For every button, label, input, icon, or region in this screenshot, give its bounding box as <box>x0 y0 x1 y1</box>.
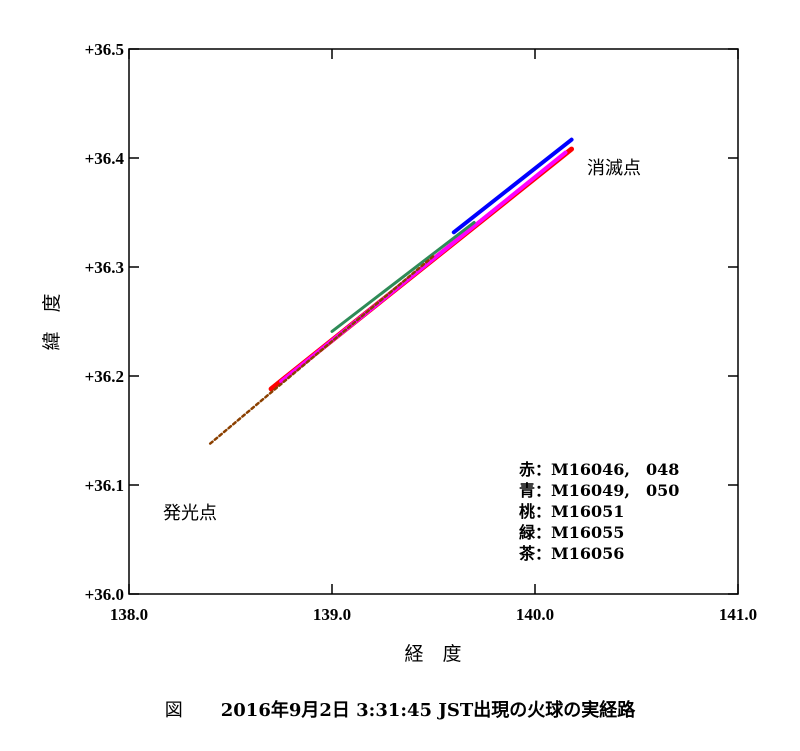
x-tick-label-3: 141.0 <box>719 605 757 624</box>
y-tick-label-3: +36.3 <box>85 258 124 277</box>
caption-prefix: 図 <box>164 700 183 721</box>
caption-text: 2016年9月2日 3:31:45 JST出現の火球の実経路 <box>220 700 636 721</box>
legend-entry-brown: 茶：M16056 <box>518 544 624 563</box>
axis-ticks <box>128 48 739 595</box>
annotation-end-point: 消滅点 <box>587 158 641 179</box>
y-tick-label-2: +36.2 <box>85 367 124 386</box>
legend-entry-pink: 桃：M16051 <box>519 502 624 521</box>
x-tick-label-2: 140.0 <box>516 605 554 624</box>
series-line-1 <box>451 137 574 235</box>
legend-entry-green: 緑：M16055 <box>519 523 624 542</box>
y-tick-label-4: +36.4 <box>85 149 125 168</box>
x-tick-label-0: 138.0 <box>110 605 148 624</box>
x-axis-title: 経 度 <box>404 643 461 665</box>
plot-frame <box>128 48 739 595</box>
y-tick-label-5: +36.5 <box>85 40 124 59</box>
series-group <box>208 137 575 445</box>
annotation-start-point: 発光点 <box>163 503 217 524</box>
x-tick-label-1: 139.0 <box>313 605 351 624</box>
series-line-4 <box>208 254 435 445</box>
x-tick-labels: 138.0 139.0 140.0 141.0 <box>110 605 757 624</box>
legend: 赤：M16046, 048 青：M16049, 050 桃：M16051 緑：M… <box>518 460 679 563</box>
legend-entry-red: 赤：M16046, 048 <box>519 460 679 479</box>
y-tick-label-1: +36.1 <box>85 476 124 495</box>
series-line-3 <box>330 220 476 333</box>
legend-entry-blue: 青：M16049, 050 <box>519 481 679 500</box>
chart: 138.0 139.0 140.0 141.0 +36.0+36.1+36.2+36.… <box>41 40 757 665</box>
figure-caption: 図 2016年9月2日 3:31:45 JST出現の火球の実経路 <box>0 696 800 722</box>
y-tick-label-0: +36.0 <box>85 585 124 604</box>
y-tick-labels: +36.0 +36.1 +36.2 +36.3 +36.4 +36.5 <box>85 40 125 604</box>
y-axis-title: 緯 度 <box>41 293 63 350</box>
